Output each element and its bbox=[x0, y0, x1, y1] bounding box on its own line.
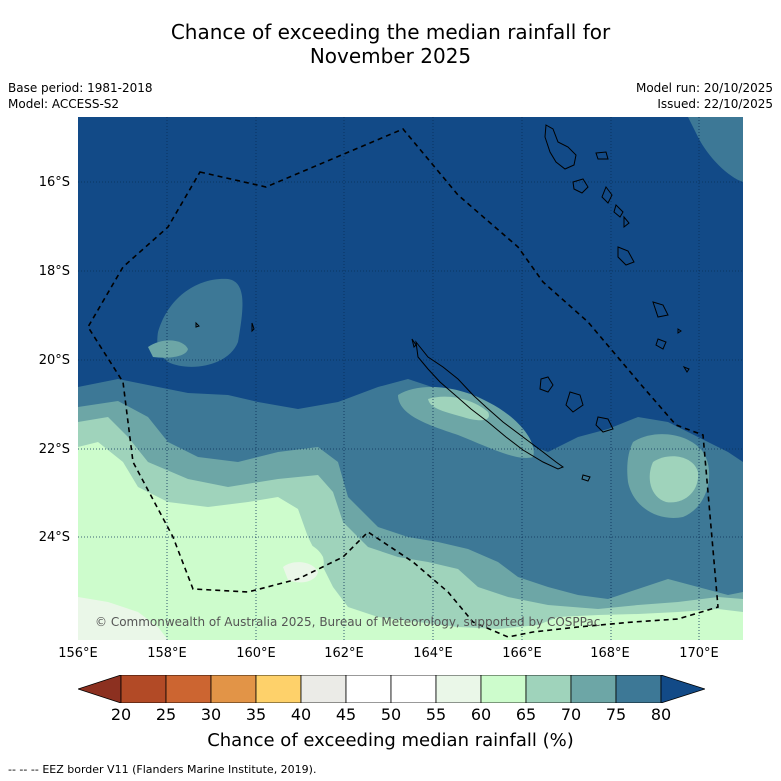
colorbar-tick: 75 bbox=[605, 705, 627, 724]
colorbar-cell-60-65 bbox=[480, 675, 527, 703]
base-period: Base period: 1981-2018 bbox=[8, 81, 153, 95]
colorbar-cell-20-25 bbox=[120, 675, 167, 703]
lat-label-24s: 24°S bbox=[38, 530, 70, 545]
band-60-65-patch-east bbox=[649, 456, 699, 503]
band-70-75-patch-ne bbox=[688, 117, 743, 182]
new-caledonia bbox=[411, 338, 614, 482]
eez-legend-note: -- -- -- EEZ border V11 (Flanders Marine… bbox=[8, 763, 316, 776]
colorbar-tick: 30 bbox=[200, 705, 222, 724]
colorbar-tick: 55 bbox=[425, 705, 447, 724]
band-50-55-patch-center bbox=[283, 562, 318, 583]
band-65-70-patch-west-small bbox=[148, 340, 188, 358]
colorbar-tick: 40 bbox=[290, 705, 312, 724]
meta-right: Model run: 20/10/2025 Issued: 22/10/2025 bbox=[636, 80, 773, 112]
model-name: Model: ACCESS-S2 bbox=[8, 97, 120, 111]
grid-lines bbox=[78, 117, 743, 640]
lat-label-20s: 20°S bbox=[38, 353, 70, 368]
colorbar-cell-75-80 bbox=[615, 675, 662, 703]
colorbar-tick: 35 bbox=[245, 705, 267, 724]
title-line-2: November 2025 bbox=[309, 44, 472, 68]
colorbar-cell-55-60 bbox=[435, 675, 482, 703]
lon-label-162e: 162°E bbox=[324, 646, 364, 661]
eez-border bbox=[87, 128, 719, 638]
lon-label-168e: 168°E bbox=[590, 646, 630, 661]
vanuatu-islands bbox=[544, 124, 690, 373]
colorbar-cell-40-45 bbox=[300, 675, 347, 703]
colorbar-tick: 25 bbox=[155, 705, 177, 724]
model-run: Model run: 20/10/2025 bbox=[635, 81, 773, 95]
eez-legend-text: EEZ border V11 (Flanders Marine Institut… bbox=[42, 763, 317, 776]
colorbar-cell-30-35 bbox=[210, 675, 257, 703]
colorbar-cell-50-55 bbox=[390, 675, 437, 703]
colorbar-extend-high bbox=[660, 675, 705, 703]
colorbar-tick: 20 bbox=[110, 705, 132, 724]
colorbar-cell-70-75 bbox=[570, 675, 617, 703]
lon-label-158e: 158°E bbox=[147, 646, 187, 661]
meta-left: Base period: 1981-2018 Model: ACCESS-S2 bbox=[8, 80, 153, 112]
colorbar-tick: 60 bbox=[470, 705, 492, 724]
lon-label-160e: 160°E bbox=[236, 646, 276, 661]
eez-legend-dashes: -- -- -- bbox=[8, 763, 39, 776]
colorbar-tick: 45 bbox=[335, 705, 357, 724]
band-60-65-patch-newcal bbox=[428, 396, 489, 421]
copyright-text: © Commonwealth of Australia 2025, Bureau… bbox=[95, 615, 600, 629]
colorbar bbox=[78, 675, 705, 703]
lon-label-166e: 166°E bbox=[502, 646, 542, 661]
lon-label-164e: 164°E bbox=[413, 646, 453, 661]
small-islands bbox=[195, 321, 255, 333]
title-line-1: Chance of exceeding the median rainfall … bbox=[170, 20, 611, 44]
colorbar-tick: 70 bbox=[560, 705, 582, 724]
colorbar-cell-45-50 bbox=[345, 675, 392, 703]
colorbar-cell-35-40 bbox=[255, 675, 302, 703]
lat-label-16s: 16°S bbox=[38, 175, 70, 190]
colorbar-tick: 65 bbox=[515, 705, 537, 724]
band-55-60 bbox=[78, 442, 743, 640]
colorbar-cell-25-30 bbox=[165, 675, 212, 703]
lon-label-170e: 170°E bbox=[679, 646, 719, 661]
lat-label-22s: 22°S bbox=[38, 442, 70, 457]
lon-label-156e: 156°E bbox=[58, 646, 98, 661]
colorbar-cell-65-70 bbox=[525, 675, 572, 703]
band-50-55 bbox=[78, 597, 168, 640]
rainfall-map: © Commonwealth of Australia 2025, Bureau… bbox=[78, 117, 743, 640]
issued-date: Issued: 22/10/2025 bbox=[657, 97, 773, 111]
colorbar-tick: 50 bbox=[380, 705, 402, 724]
colorbar-tick: 80 bbox=[650, 705, 672, 724]
colorbar-title: Chance of exceeding median rainfall (%) bbox=[207, 730, 574, 751]
lat-label-18s: 18°S bbox=[38, 264, 70, 279]
colorbar-extend-low bbox=[78, 675, 122, 703]
